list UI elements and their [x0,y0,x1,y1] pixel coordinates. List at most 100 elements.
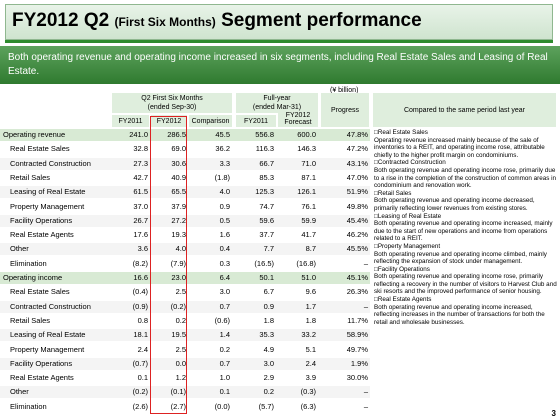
row-value: 556.8 [255,130,274,139]
page-number: 3 [551,409,556,418]
header-progress: Progress [321,93,369,127]
row-value: 35.3 [259,330,274,340]
row-value: 58.9% [346,330,368,340]
note-title-text: Property Management [377,242,441,250]
table-row: Real Estate Agents 17.6 19.3 1.6 37.7 41.7 46.… [0,229,370,241]
table-row: Leasing of Real Estate 61.5 65.5 4.0 125.3 12… [0,186,370,199]
row-value: 0.0 [175,358,186,368]
row-value: (7.9) [170,258,186,268]
note-title-text: Real Estate Sales [377,129,428,136]
row-value: 286.5 [167,130,186,139]
row-value: 3.9 [305,373,316,383]
row-value: (6.3) [300,401,316,411]
row-value: 125.3 [255,187,274,197]
row-value: (0.2) [170,301,186,311]
note-title-text: Contracted Construction [377,159,446,167]
row-value: 0.3 [219,258,230,268]
summary-banner: Both operating revenue and operating inc… [0,46,560,84]
row-value: 45.5 [215,130,230,139]
row-value: (0.9) [132,301,148,311]
note-title-text: Real Estate Agents [377,296,432,304]
note-body: Both operating revenue and operating inc… [374,250,547,266]
row-value: 74.7 [259,201,274,211]
header-fy2011: FY2011 [112,115,149,127]
row-value: (0.4) [132,287,148,297]
header-comparison: Comparison [189,115,232,127]
note-title: □Contracted Construction [374,159,558,167]
header-fy2012: FY2012 [151,115,187,127]
row-value: 2.5 [175,344,186,354]
row-value: 126.1 [297,187,316,197]
row-value: (5.7) [258,401,274,411]
row-value: 51.9% [346,187,368,197]
row-value: 42.7 [133,172,148,182]
header-fy2012-forecast: FY2012 Forecast [278,111,318,127]
header-full-year-group: Full-year (ended Mar-31) [236,93,318,113]
table-row: Facility Operations (0.7) 0.0 0.7 3.0 2.4 1.9% [0,357,370,370]
note-title-text: Facility Operations [377,265,430,273]
table-row: Leasing of Real Estate 18.1 19.5 1.4 35.3 33.… [0,329,370,342]
row-label: Real Estate Agents [10,230,74,240]
row-value: 41.7 [301,230,316,240]
row-value: 65.5 [171,187,186,197]
row-value: 32.8 [133,144,148,154]
row-value: 3.3 [219,158,230,168]
row-value: 59.9 [301,215,316,225]
row-value: 47.2% [346,144,368,154]
row-value: (0.1) [170,387,186,397]
row-value: 19.5 [171,330,186,340]
row-value: 4.0 [175,244,186,254]
row-value: 37.0 [133,201,148,211]
header-q2-group: Q2 First Six Months (ended Sep-30) [112,93,232,113]
row-label: Property Management [10,344,85,354]
row-label: Other [10,244,29,254]
row-value: (16.8) [296,258,316,268]
table-row: Property Management 37.0 37.9 0.9 74.7 76.1 49… [0,201,370,213]
row-value: 87.1 [301,172,316,182]
row-value: 2.4 [305,358,316,368]
row-value: 59.6 [259,215,274,225]
row-value: 0.8 [137,315,148,325]
row-value: 7.7 [263,244,274,254]
table-row: Elimination (2.6) (2.7) (0.0) (5.7) (6.3) – [0,401,370,413]
row-value: 0.4 [219,244,230,254]
row-value: 2.9 [263,373,274,383]
note-title: □Real Estate Agents [374,296,558,304]
checkbox-square-icon: □ [374,159,378,167]
row-value: 8.7 [305,244,316,254]
row-value: 3.6 [137,244,148,254]
checkbox-square-icon: □ [374,265,378,273]
row-value: 1.6 [219,230,230,240]
row-value: (1.8) [214,172,230,182]
table-row: Retail Sales 0.8 0.2 (0.6) 1.8 1.8 11.7% [0,315,370,327]
row-value: 600.0 [297,130,316,139]
row-value: 30.6 [171,158,186,168]
row-value: (8.2) [132,258,148,268]
row-value: (0.7) [132,358,148,368]
row-value: 17.6 [133,230,148,240]
row-value: 71.0 [301,158,316,168]
title-divider [5,40,553,43]
row-value: 46.2% [346,230,368,240]
row-value: 0.5 [219,215,230,225]
row-value: 49.8% [346,201,368,211]
checkbox-square-icon: □ [374,212,378,220]
row-value: 1.8 [305,315,316,325]
row-value: – [363,301,368,311]
comparison-notes: □Real Estate Sales Operating revenue incr… [374,129,558,326]
row-value: 0.7 [219,301,230,311]
note-title: □Property Management [374,243,558,251]
row-value: 0.9 [219,201,230,211]
row-value: 43.1% [346,158,368,168]
row-value: (0.6) [214,315,230,325]
table-row: Contracted Construction (0.9) (0.2) 0.7 0.9 1… [0,300,370,313]
row-value: 37.9 [171,201,186,211]
row-value: 2.5 [175,287,186,297]
row-value: – [363,401,368,411]
row-value: 40.9 [171,172,186,182]
row-value: 66.7 [259,158,274,168]
row-value: 50.1 [259,273,274,282]
row-label: Operating revenue [3,130,66,139]
row-value: 47.8% [346,130,368,139]
row-value: 0.1 [137,373,148,383]
